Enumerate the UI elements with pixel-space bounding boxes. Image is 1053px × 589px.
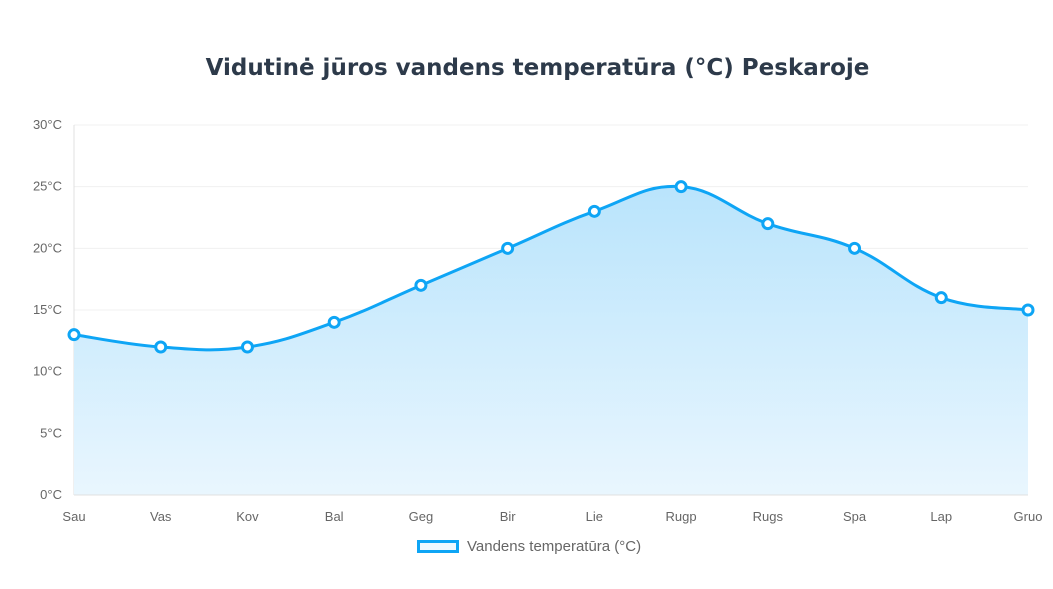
data-point	[587, 204, 601, 218]
y-tick-label: 30°C	[33, 117, 62, 132]
y-tick-label: 15°C	[33, 302, 62, 317]
x-tick-label: Rugs	[753, 509, 784, 524]
x-tick-label: Sau	[62, 509, 85, 524]
x-tick-label: Gruo	[1014, 509, 1043, 524]
data-point	[934, 291, 948, 305]
data-point	[414, 278, 428, 292]
x-tick-label: Bal	[325, 509, 344, 524]
x-tick-label: Vas	[150, 509, 172, 524]
x-tick-label: Geg	[409, 509, 434, 524]
x-tick-label: Bir	[500, 509, 517, 524]
data-point	[848, 241, 862, 255]
data-point	[154, 340, 168, 354]
y-tick-label: 20°C	[33, 240, 62, 255]
area-fill	[74, 186, 1028, 495]
legend[interactable]: Vandens temperatūra (°C)	[417, 538, 641, 555]
x-tick-label: Rugp	[666, 509, 697, 524]
y-tick-label: 0°C	[40, 487, 62, 502]
y-tick-label: 10°C	[33, 364, 62, 379]
chart-title: Vidutinė jūros vandens temperatūra (°C) …	[205, 55, 870, 81]
y-tick-label: 5°C	[40, 425, 62, 440]
data-point	[327, 315, 341, 329]
legend-label: Vandens temperatūra (°C)	[467, 538, 642, 555]
data-point	[761, 217, 775, 231]
data-point	[674, 180, 688, 194]
x-tick-label: Spa	[843, 509, 867, 524]
data-point	[1021, 303, 1035, 317]
series-line	[73, 184, 1029, 352]
data-point	[240, 340, 254, 354]
data-point	[501, 241, 515, 255]
x-tick-label: Lie	[586, 509, 603, 524]
data-point	[67, 328, 81, 342]
legend-swatch	[417, 540, 459, 553]
x-tick-label: Kov	[236, 509, 259, 524]
x-tick-label: Lap	[930, 509, 952, 524]
y-tick-label: 25°C	[33, 179, 62, 194]
